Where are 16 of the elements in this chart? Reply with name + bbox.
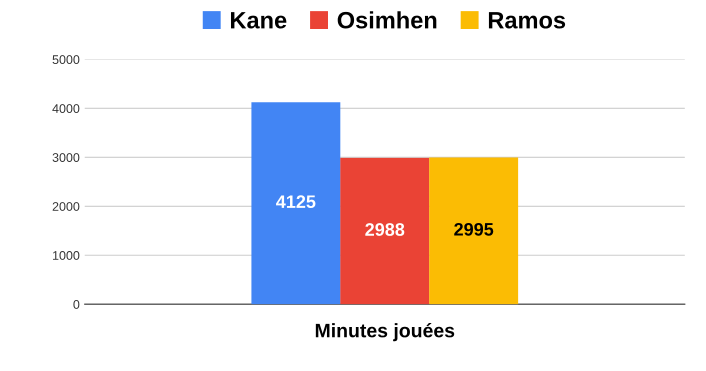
y-tick-label: 3000 (52, 153, 80, 162)
legend-label: Ramos (488, 12, 566, 29)
legend-label: Osimhen (338, 11, 436, 29)
bar (340, 158, 430, 304)
y-tick-label: 5000 (52, 55, 80, 64)
y-tick-label: 1000 (53, 251, 80, 260)
bar (251, 102, 340, 304)
data-label: 4125 (276, 195, 316, 208)
y-tick-label: 4000 (52, 104, 80, 113)
y-tick-label: 2000 (52, 202, 80, 211)
y-tick-label: 0 (73, 300, 80, 309)
bar (429, 158, 518, 304)
legend-label: Kane (231, 12, 286, 29)
data-label: 2988 (365, 223, 404, 236)
x-axis-title: Minutes jouées (316, 322, 454, 342)
data-label: 2995 (454, 222, 494, 236)
